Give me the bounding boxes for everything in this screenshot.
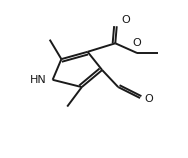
- Text: HN: HN: [30, 75, 47, 85]
- Text: O: O: [144, 94, 153, 104]
- Text: O: O: [133, 38, 142, 48]
- Text: O: O: [121, 15, 130, 25]
